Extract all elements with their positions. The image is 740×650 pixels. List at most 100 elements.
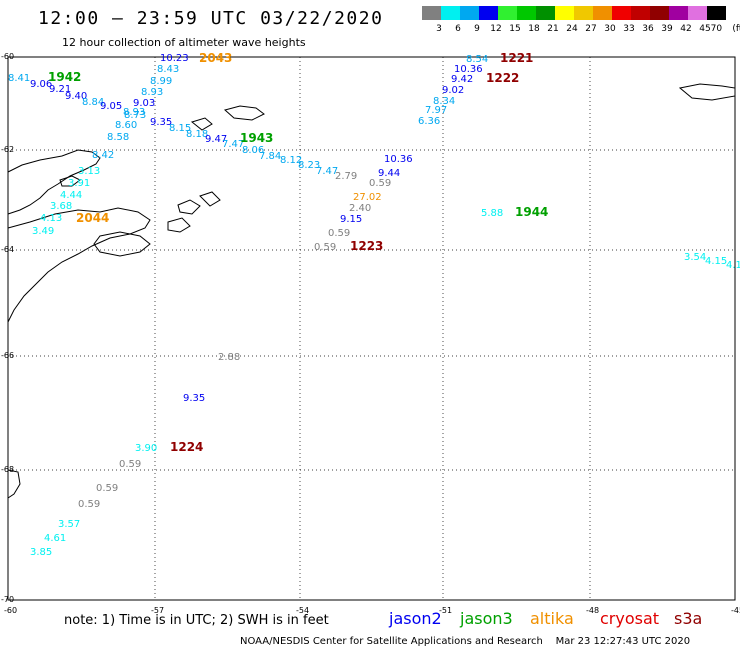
wave-height-label: 4.15 bbox=[705, 256, 727, 267]
wave-height-label: 3.91 bbox=[68, 178, 90, 189]
longitude-tick-label: -57 bbox=[151, 606, 164, 615]
pass-time-label: 1223 bbox=[350, 239, 383, 253]
map-frame bbox=[7, 56, 736, 601]
pass-time-label: 2043 bbox=[199, 51, 232, 65]
colorbar-swatch bbox=[441, 6, 460, 20]
colorbar-tick-label: 27 bbox=[585, 24, 596, 34]
footer-text: NOAA/NESDIS Center for Satellite Applica… bbox=[240, 636, 690, 647]
satellite-legend-item: altika bbox=[530, 609, 574, 628]
coastline-outline bbox=[7, 83, 736, 499]
colorbar-tick-label: 70 bbox=[711, 24, 723, 34]
wave-height-label: 9.35 bbox=[150, 117, 172, 128]
colorbar-tick-label: 21 bbox=[547, 24, 558, 34]
latitude-tick-label: -64 bbox=[1, 245, 14, 254]
wave-height-label: 8.93 bbox=[141, 87, 163, 98]
wave-height-label: 8.58 bbox=[107, 132, 129, 143]
colorbar-tick-label: 36 bbox=[642, 24, 654, 34]
pass-time-label: 1224 bbox=[170, 440, 203, 454]
colorbar-swatch bbox=[498, 6, 517, 20]
colorbar-tick-label: 9 bbox=[474, 24, 480, 34]
wave-height-label: 0.59 bbox=[119, 459, 141, 470]
colorbar-tick-label: 39 bbox=[661, 24, 673, 34]
wave-height-label: 0.59 bbox=[328, 228, 350, 239]
wave-height-label: 0.59 bbox=[369, 178, 391, 189]
wave-height-label: 9.02 bbox=[442, 85, 464, 96]
latitude-tick-label: -68 bbox=[1, 465, 14, 474]
wave-height-label: 8.60 bbox=[115, 120, 137, 131]
latitude-tick-label: -62 bbox=[1, 145, 14, 154]
colorbar-swatch bbox=[460, 6, 479, 20]
wave-height-label: 8.15 bbox=[169, 123, 191, 134]
pass-time-label: 1221 bbox=[500, 51, 533, 65]
note-text: note: 1) Time is in UTC; 2) SWH is in fe… bbox=[64, 613, 329, 628]
colorbar-tick-label: 42 bbox=[680, 24, 691, 34]
colorbar-swatch bbox=[707, 6, 726, 20]
wave-height-label: 9.47 bbox=[205, 134, 227, 145]
wave-height-label: 8.41 bbox=[8, 73, 30, 84]
wave-height-label: 5.88 bbox=[481, 208, 503, 219]
wave-height-label: 8.12 bbox=[280, 155, 302, 166]
satellite-legend-item: jason2 bbox=[388, 609, 442, 628]
pass-time-label: 1943 bbox=[240, 131, 273, 145]
colorbar-swatch bbox=[688, 6, 707, 20]
wave-height-label: 9.03 bbox=[133, 98, 155, 109]
wave-height-label: 9.40 bbox=[65, 91, 87, 102]
wave-height-label: 9.44 bbox=[378, 168, 400, 179]
wave-height-label: 8.54 bbox=[466, 54, 488, 65]
pass-time-label: 1944 bbox=[515, 205, 548, 219]
wave-height-label: 7.47 bbox=[316, 166, 338, 177]
wave-height-label: 3.90 bbox=[135, 443, 157, 454]
colorbar-tick-label: 30 bbox=[604, 24, 616, 34]
latitude-tick-label: -66 bbox=[1, 351, 14, 360]
longitude-tick-label: -45 bbox=[731, 606, 740, 615]
wave-height-label: 8.18 bbox=[186, 129, 208, 140]
satellite-legend-item: cryosat bbox=[600, 609, 659, 628]
wave-height-label: 9.06 bbox=[30, 79, 52, 90]
colorbar-swatch bbox=[479, 6, 498, 20]
colorbar-tick-label: 45 bbox=[699, 24, 710, 34]
colorbar-swatch bbox=[612, 6, 631, 20]
colorbar-swatch bbox=[650, 6, 669, 20]
colorbar-tick-label: 6 bbox=[455, 24, 461, 34]
wave-height-label: 9.35 bbox=[183, 393, 205, 404]
pass-time-label: 1222 bbox=[486, 71, 519, 85]
wave-height-label: 10.23 bbox=[160, 53, 189, 64]
wave-height-label: 2.79 bbox=[335, 171, 357, 182]
colorbar-swatch bbox=[555, 6, 574, 20]
colorbar-swatch bbox=[631, 6, 650, 20]
wave-height-label: 3.85 bbox=[30, 547, 52, 558]
wave-height-label: 7.97 bbox=[425, 105, 447, 116]
colorbar-swatch bbox=[669, 6, 688, 20]
wave-height-label: 3.54 bbox=[684, 252, 706, 263]
wave-height-label: 4.1 bbox=[726, 260, 740, 271]
wave-height-label: 4.61 bbox=[44, 533, 66, 544]
longitude-tick-label: -51 bbox=[439, 606, 452, 615]
wave-height-label: 9.05 bbox=[100, 101, 122, 112]
longitude-tick-label: -60 bbox=[4, 606, 17, 615]
wave-height-label: 27.02 bbox=[353, 192, 382, 203]
wave-height-labels: 10.238.438.998.939.038.938.739.358.158.1… bbox=[8, 53, 740, 558]
graticule bbox=[8, 56, 735, 601]
longitude-labels: -60 -57 -54 -51 -48 -45 bbox=[4, 606, 740, 615]
colorbar-tick-label: (ft) bbox=[732, 24, 740, 34]
satellite-legend-item: jason3 bbox=[459, 609, 513, 628]
wave-height-label: 8.73 bbox=[124, 110, 146, 121]
wave-height-label: 8.84 bbox=[82, 97, 104, 108]
wave-height-label: 9.42 bbox=[451, 74, 473, 85]
wave-height-label: 8.93 bbox=[123, 107, 145, 118]
colorbar-swatch bbox=[593, 6, 612, 20]
page-subtitle: 12 hour collection of altimeter wave hei… bbox=[62, 36, 306, 49]
wave-height-label: 3.68 bbox=[50, 201, 72, 212]
latitude-tick-label: -60 bbox=[1, 52, 14, 61]
wave-height-label: 4.13 bbox=[40, 213, 62, 224]
wave-height-label: 2.40 bbox=[349, 203, 371, 214]
wave-height-label: 8.34 bbox=[433, 96, 455, 107]
wave-height-label: 0.59 bbox=[96, 483, 118, 494]
colorbar-tick-label: 18 bbox=[528, 24, 540, 34]
pass-time-labels: 2043 1942 1943 2044 1221 1222 1944 1223 1224 bbox=[48, 51, 548, 454]
satellite-legend-item: s3a bbox=[674, 609, 702, 628]
wave-height-label: 8.23 bbox=[298, 160, 320, 171]
colorbar-tick-label: 3 bbox=[436, 24, 442, 34]
